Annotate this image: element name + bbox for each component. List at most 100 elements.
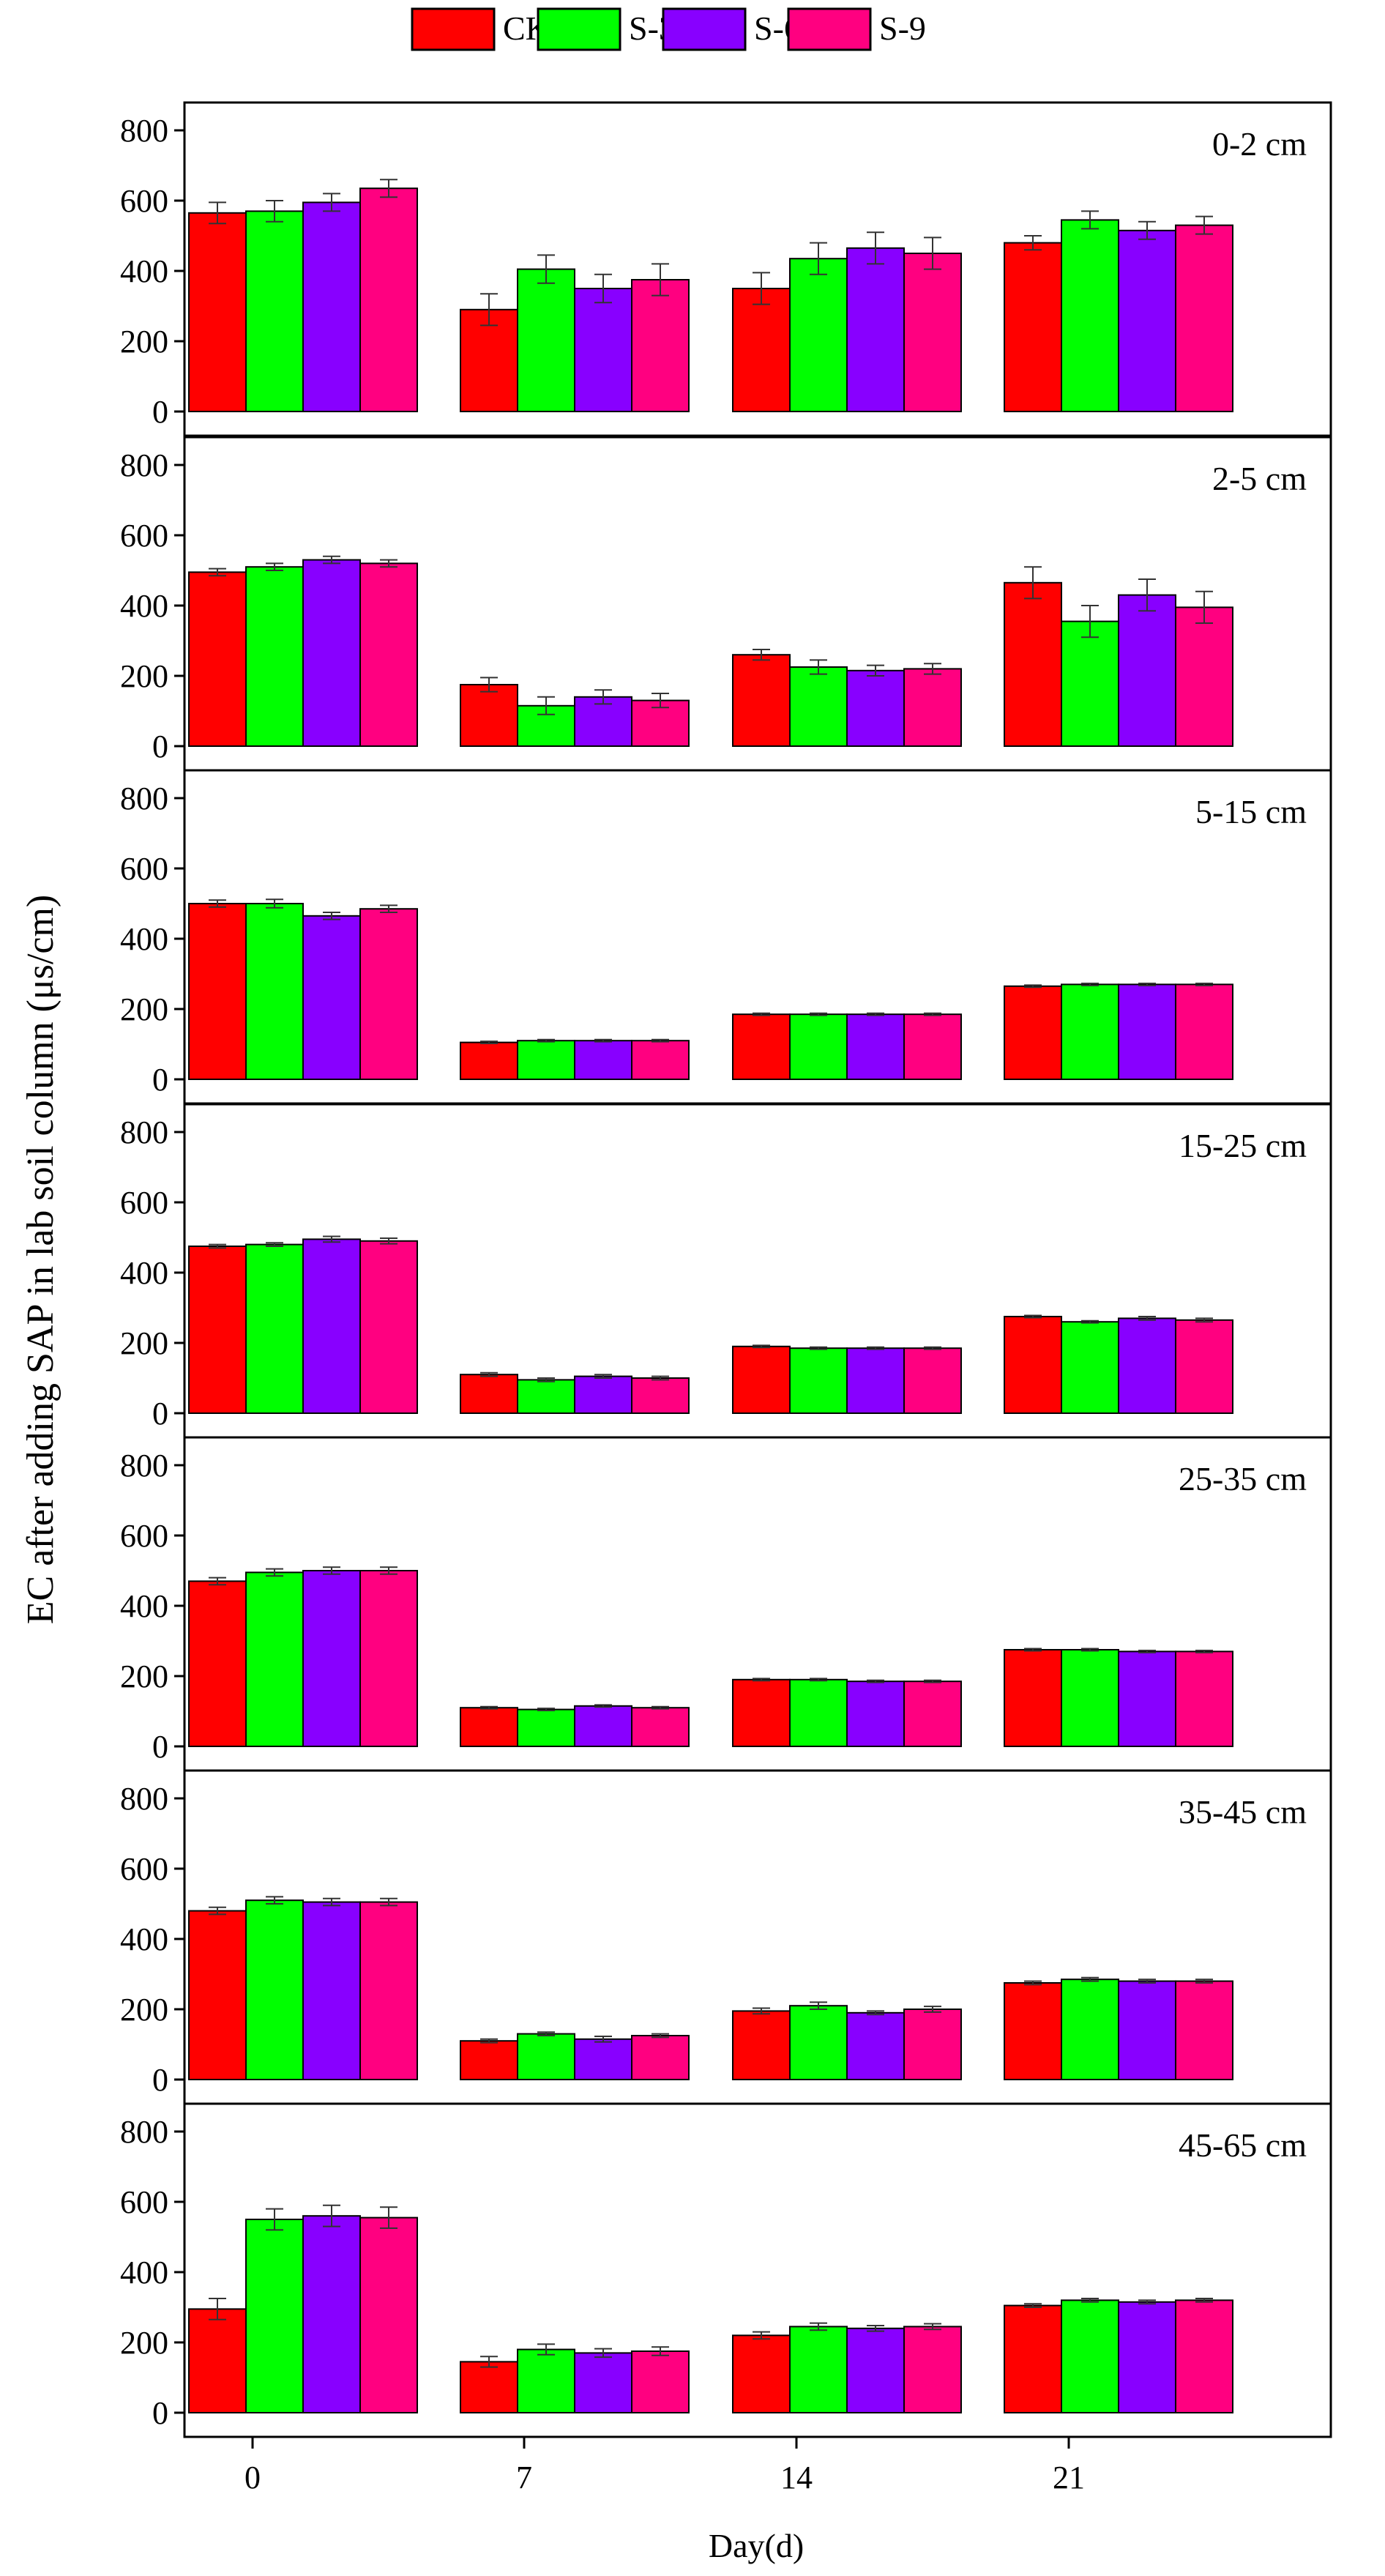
error-bar-ck-day-14: [753, 272, 770, 305]
bar-s-6-day-21: [1118, 983, 1176, 1081]
panel-0-2-cm: 0 200 400 600 800 0-2 cm: [120, 101, 1332, 437]
error-bar-s-3-day-7: [537, 1708, 555, 1712]
error-bar-s-6-day-14: [867, 1346, 884, 1350]
bar-s-9-day-21: [1175, 2299, 1233, 2413]
error-bar-s-3-day-7: [537, 696, 555, 715]
y-tick-label: 800: [120, 2114, 168, 2150]
y-tick-label: 800: [120, 447, 168, 483]
error-bar-ck-day-7: [480, 677, 498, 693]
error-bar-s-3-day-14: [810, 242, 827, 275]
bar-ck-day-7: [460, 2361, 518, 2413]
bar-s-6-day-7: [574, 2038, 632, 2081]
bar-ck-day-0: [188, 903, 247, 1080]
bar-s-3-day-14: [789, 258, 848, 413]
y-tick-label: 800: [120, 113, 168, 149]
bar-s-9-day-7: [631, 1040, 690, 1080]
error-bar-s-9-day-7: [652, 2033, 669, 2039]
error-bar-s-9-day-21: [1195, 2298, 1213, 2303]
bar-s-9-day-7: [631, 279, 690, 412]
legend-swatch-ck: [411, 7, 496, 51]
y-tick-label: 200: [120, 991, 168, 1027]
bar-s-6-day-0: [302, 2215, 361, 2413]
bar-ck-day-14: [732, 654, 791, 748]
x-axis-label: Day(d): [709, 2527, 804, 2564]
panel-5-15-cm: 0 200 400 600 800 5-15 cm: [120, 769, 1332, 1105]
bar-ck-day-14: [732, 2334, 791, 2413]
bar-s-6-day-14: [846, 1347, 905, 1414]
bar-s-6-day-7: [574, 1705, 632, 1748]
error-bar-s-6-day-21: [1138, 220, 1156, 240]
error-bar-s-9-day-0: [380, 559, 397, 568]
error-bar-s-3-day-14: [810, 2322, 827, 2331]
bar-s-3-day-7: [517, 2033, 575, 2081]
panel-15-25-cm: 0 200 400 600 800 15-25 cm: [120, 1103, 1332, 1439]
bar-s-9-day-21: [1175, 224, 1233, 412]
bar-s-3-day-0: [245, 210, 304, 412]
panel-35-45-cm: 0 200 400 600 800 35-45 cm: [120, 1769, 1332, 2105]
bar-s-6-day-7: [574, 1375, 632, 1414]
error-bar-s-6-day-21: [1138, 578, 1156, 612]
error-bar-s-9-day-21: [1195, 1649, 1213, 1653]
error-bar-s-9-day-14: [924, 2006, 941, 2013]
y-tick-label: 800: [120, 781, 168, 816]
error-bar-s-9-day-14: [924, 1346, 941, 1350]
error-bar-s-9-day-7: [652, 263, 669, 297]
y-tick-label: 400: [120, 921, 168, 957]
bar-s-3-day-0: [245, 2219, 304, 2413]
bar-s-9-day-0: [359, 908, 418, 1080]
error-bar-s-6-day-7: [594, 1038, 612, 1043]
error-bar-s-6-day-21: [1138, 982, 1156, 986]
y-tick-label: 400: [120, 253, 168, 289]
error-bar-s-3-day-0: [266, 1896, 283, 1905]
y-tick-label: 0: [152, 1062, 168, 1098]
y-tick-label: 600: [120, 851, 168, 887]
bar-s-6-day-14: [846, 2327, 905, 2414]
bar-ck-day-0: [188, 2308, 247, 2413]
bar-s-3-day-14: [789, 1347, 848, 1414]
bar-s-6-day-7: [574, 288, 632, 412]
bar-s-9-day-14: [903, 253, 962, 412]
error-bar-s-3-day-0: [266, 898, 283, 909]
error-bar-ck-day-21: [1024, 2303, 1042, 2308]
bar-s-9-day-14: [903, 1347, 962, 1414]
error-bar-ck-day-0: [209, 1577, 226, 1586]
error-bar-ck-day-14: [753, 1012, 770, 1016]
error-bar-s-9-day-0: [380, 179, 397, 198]
error-bar-s-9-day-21: [1195, 590, 1213, 624]
error-bar-s-6-day-7: [594, 273, 612, 304]
bar-s-3-day-0: [245, 566, 304, 748]
bar-s-3-day-21: [1061, 620, 1119, 747]
bar-ck-day-7: [460, 1707, 518, 1747]
bar-s-3-day-0: [245, 1899, 304, 2080]
error-bar-s-9-day-14: [924, 2323, 941, 2331]
error-bar-s-3-day-0: [266, 200, 283, 223]
bar-s-9-day-7: [631, 2350, 690, 2413]
error-bar-s-6-day-0: [323, 1566, 340, 1575]
error-bar-s-6-day-14: [867, 231, 884, 265]
y-tick-label: 400: [120, 2255, 168, 2290]
error-bar-s-6-day-21: [1138, 1316, 1156, 1321]
bar-s-6-day-21: [1118, 594, 1176, 747]
error-bar-s-3-day-14: [810, 1346, 827, 1350]
bar-s-9-day-7: [631, 1707, 690, 1747]
bar-ck-day-14: [732, 1678, 791, 1748]
error-bar-s-9-day-14: [924, 1679, 941, 1683]
error-bar-ck-day-21: [1024, 235, 1042, 251]
bar-ck-day-7: [460, 2040, 518, 2080]
error-bar-s-9-day-14: [924, 1012, 941, 1016]
error-bar-s-6-day-0: [323, 2204, 340, 2227]
bar-s-3-day-0: [245, 903, 304, 1080]
bar-ck-day-14: [732, 1013, 791, 1080]
y-tick-label: 400: [120, 1588, 168, 1624]
bar-s-9-day-7: [631, 1377, 690, 1414]
error-bar-s-9-day-7: [652, 1038, 669, 1043]
bar-ck-day-0: [188, 1246, 247, 1414]
error-bar-s-3-day-21: [1081, 2298, 1099, 2303]
bar-s-9-day-21: [1175, 1980, 1233, 2081]
y-tick-label: 600: [120, 1185, 168, 1221]
bar-ck-day-21: [1004, 581, 1062, 747]
y-tick-label: 400: [120, 1255, 168, 1291]
error-bar-s-6-day-14: [867, 1679, 884, 1683]
error-bar-s-3-day-14: [810, 659, 827, 675]
error-bar-ck-day-21: [1024, 984, 1042, 989]
